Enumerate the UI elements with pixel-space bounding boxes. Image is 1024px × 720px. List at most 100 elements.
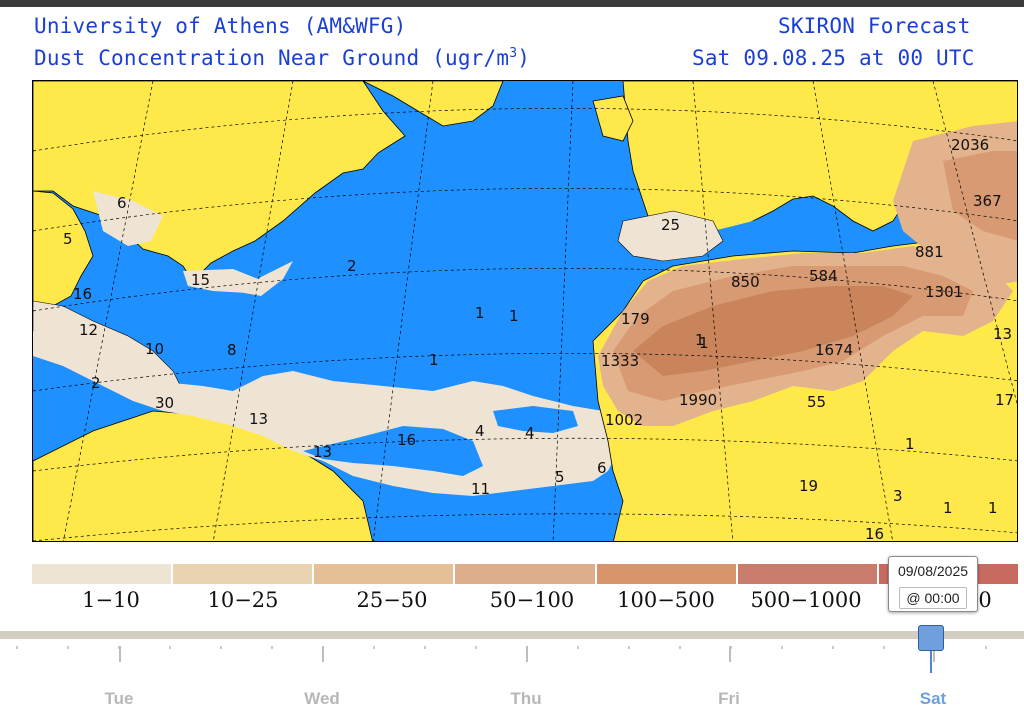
unit-exponent: 3 xyxy=(509,46,518,61)
value-label: 1301 xyxy=(925,283,963,301)
timeline-tick xyxy=(475,646,477,649)
top-border xyxy=(0,0,1024,7)
day-label-sat[interactable]: Sat xyxy=(919,689,947,708)
dust-gulf-coast xyxy=(93,191,163,246)
value-label: 25 xyxy=(661,216,680,234)
value-label: 1002 xyxy=(605,411,643,429)
timeline-tick xyxy=(832,646,834,649)
value-label: 5 xyxy=(63,230,73,248)
timeline-track[interactable] xyxy=(0,631,1024,639)
unit-close: ) xyxy=(517,46,531,70)
variable-title: Dust Concentration Near Ground (ugr/m3) xyxy=(34,46,530,70)
graticule xyxy=(33,81,1017,541)
value-label: 11 xyxy=(471,480,490,498)
timeline-major-tick xyxy=(933,646,935,662)
value-label: 12 xyxy=(79,321,98,339)
dust-arabia-core xyxy=(943,151,1017,241)
value-label: 8 xyxy=(227,341,237,359)
value-label: 1333 xyxy=(601,352,639,370)
legend-label: 0 xyxy=(978,588,992,612)
legend-label: 500−1000 xyxy=(750,588,862,612)
value-label: 16 xyxy=(865,525,884,542)
value-label: 2036 xyxy=(951,136,989,154)
timeline-major-tick xyxy=(729,646,731,662)
value-label: 1 xyxy=(905,435,915,453)
value-label: 2 xyxy=(91,374,101,392)
value-label: 6 xyxy=(597,459,607,477)
timeline-tick xyxy=(220,646,222,649)
timeline-ticks xyxy=(0,640,1024,670)
timeline-tick xyxy=(883,646,885,649)
dust-bahamas xyxy=(233,261,293,296)
value-label: 367 xyxy=(973,192,1002,210)
legend-swatch xyxy=(32,564,174,584)
legend-swatch xyxy=(737,564,879,584)
value-label: 1674 xyxy=(815,341,853,359)
legend-label: 100−500 xyxy=(617,588,715,612)
model-title: SKIRON Forecast xyxy=(778,14,971,38)
tooltip-time: @ 00:00 xyxy=(899,587,967,609)
map-canvas: 6 5 15 16 12 10 8 2 2 30 13 13 16 11 4 4… xyxy=(33,81,1017,542)
tooltip-date: 09/08/2025 xyxy=(897,563,969,579)
dust-sahara-inner xyxy=(633,286,913,376)
dust-map: 6 5 15 16 12 10 8 2 2 30 13 13 16 11 4 4… xyxy=(32,80,1018,542)
value-label: 1 xyxy=(509,307,519,325)
value-label: 1 xyxy=(429,351,439,369)
value-label: 16 xyxy=(73,285,92,303)
day-label-thu[interactable]: Thu xyxy=(510,689,542,708)
value-label: 13 xyxy=(249,410,268,428)
timeline-tick xyxy=(169,646,171,649)
value-label: 30 xyxy=(155,394,174,412)
value-label: 1 xyxy=(475,304,485,322)
timeline-tick xyxy=(424,646,426,649)
legend-swatch xyxy=(455,564,597,584)
timeline-tick xyxy=(628,646,630,649)
timeline-tick xyxy=(781,646,783,649)
value-label: 1 xyxy=(695,331,705,349)
value-label: 584 xyxy=(809,267,838,285)
timeline-tick xyxy=(577,646,579,649)
day-label-fri[interactable]: Fri xyxy=(718,689,740,708)
timeline-tick xyxy=(271,646,273,649)
value-label: 17 xyxy=(995,391,1014,409)
timeline-tick xyxy=(373,646,375,649)
value-label: 13 xyxy=(993,325,1012,343)
timeline-tick xyxy=(679,646,681,649)
legend-swatch xyxy=(596,564,738,584)
sea-gap-plume-2 xyxy=(493,406,578,433)
value-label: 10 xyxy=(145,340,164,358)
timeline-tick xyxy=(985,646,987,649)
institution-title: University of Athens (AM&WFG) xyxy=(34,14,407,38)
value-label: 15 xyxy=(191,271,210,289)
timeline-slider-handle[interactable] xyxy=(918,625,944,651)
value-label: 6 xyxy=(117,194,127,212)
legend-label: 1−10 xyxy=(82,588,140,612)
dust-iberia xyxy=(617,210,724,262)
timeline-major-tick xyxy=(526,646,528,662)
value-label: 4 xyxy=(525,424,535,442)
value-label: 1 xyxy=(699,334,709,352)
value-label: 850 xyxy=(731,273,760,291)
value-label: 4 xyxy=(475,422,485,440)
legend-label: 25−50 xyxy=(356,588,428,612)
value-label: 2 xyxy=(347,257,357,275)
slider-stem xyxy=(930,651,932,673)
legend-label: 10−25 xyxy=(207,588,279,612)
legend-label: 50−100 xyxy=(489,588,575,612)
value-label: 1990 xyxy=(679,391,717,409)
timeline-major-tick xyxy=(119,646,121,662)
legend-swatch xyxy=(314,564,456,584)
timeline-tick xyxy=(730,646,732,649)
valid-time: Sat 09.08.25 at 00 UTC xyxy=(692,46,975,70)
day-label-tue[interactable]: Tue xyxy=(104,689,134,708)
color-legend xyxy=(32,564,1018,584)
value-label: 16 xyxy=(397,431,416,449)
value-label: 1 xyxy=(988,499,998,517)
value-label: 179 xyxy=(621,310,650,328)
day-label-wed[interactable]: Wed xyxy=(304,689,340,708)
value-label: 55 xyxy=(807,393,826,411)
value-label: 3 xyxy=(893,487,903,505)
sea-gap-plume xyxy=(303,426,483,476)
variable-name: Dust Concentration Near Ground (ugr/m xyxy=(34,46,510,70)
timeline-major-tick xyxy=(322,646,324,662)
